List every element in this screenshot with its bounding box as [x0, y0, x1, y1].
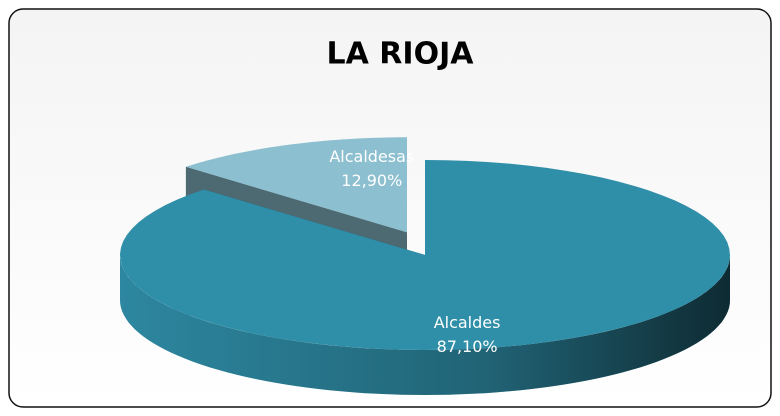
- slice-label: Alcaldes: [434, 313, 501, 332]
- slice-label: Alcaldesas: [329, 147, 414, 166]
- pie: Alcaldes 87,10% Alcaldesas 12,90%: [120, 137, 730, 395]
- chart-title: LA RIOJA: [327, 37, 475, 72]
- pie-slice: [120, 160, 730, 350]
- slice-value-label: 12,90%: [341, 171, 402, 190]
- slice-value-label: 87,10%: [437, 337, 498, 356]
- pie-side-shade: [120, 255, 730, 395]
- pie-slice: [185, 137, 407, 233]
